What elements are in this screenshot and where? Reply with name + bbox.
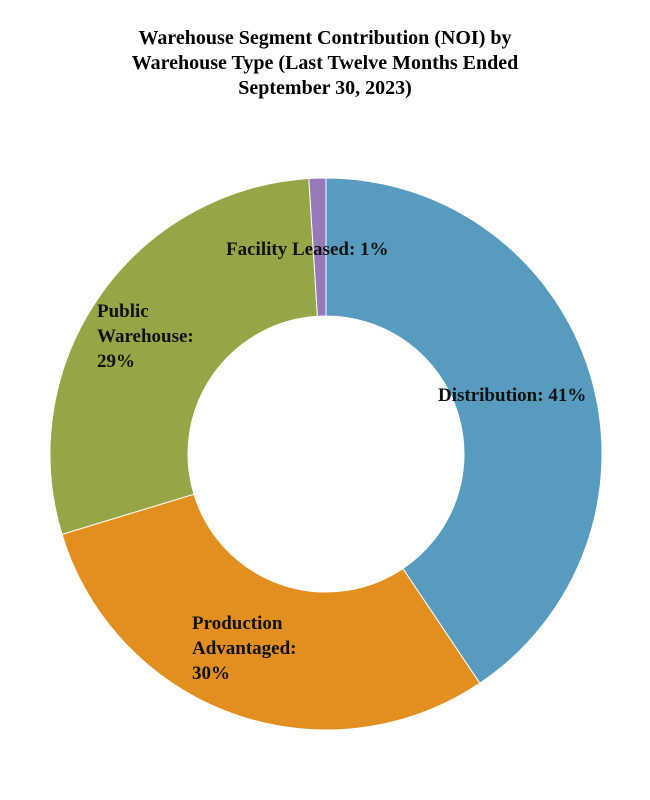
chart-title-line-3: September 30, 2023) — [238, 77, 412, 99]
slice-label-line: Public — [97, 301, 149, 322]
chart-title-line-1: Warehouse Segment Contribution (NOI) by — [138, 27, 512, 49]
slice-label-production-advantaged: Production Advantaged: 30% — [192, 613, 297, 684]
slice-label-facility-leased: Facility Leased: 1% — [226, 239, 389, 260]
chart-title-line-2: Warehouse Type (Last Twelve Months Ended — [131, 52, 519, 74]
slice-label-distribution: Distribution: 41% — [438, 385, 586, 406]
slice-distribution — [325, 177, 603, 684]
slice-label-line: 30% — [192, 663, 230, 684]
slice-labels: Distribution: 41% Production Advantaged: 30… — [97, 239, 586, 684]
slice-label-line: Production — [192, 613, 283, 634]
chart-title: Warehouse Segment Contribution (NOI) by … — [0, 26, 650, 101]
slice-label-public-warehouse: Public Warehouse: 29% — [97, 301, 194, 372]
slice-label-line: 29% — [97, 351, 135, 372]
slice-facility-leased — [308, 177, 327, 317]
slice-label-line: Advantaged: — [192, 638, 297, 659]
donut-slices — [49, 177, 603, 731]
slice-label-line: Warehouse: — [97, 326, 194, 347]
slice-label-line: Distribution: 41% — [438, 385, 586, 406]
slice-production-advantaged — [61, 493, 481, 731]
slice-public-warehouse — [49, 178, 318, 535]
slice-label-line: Facility Leased: 1% — [226, 239, 389, 260]
